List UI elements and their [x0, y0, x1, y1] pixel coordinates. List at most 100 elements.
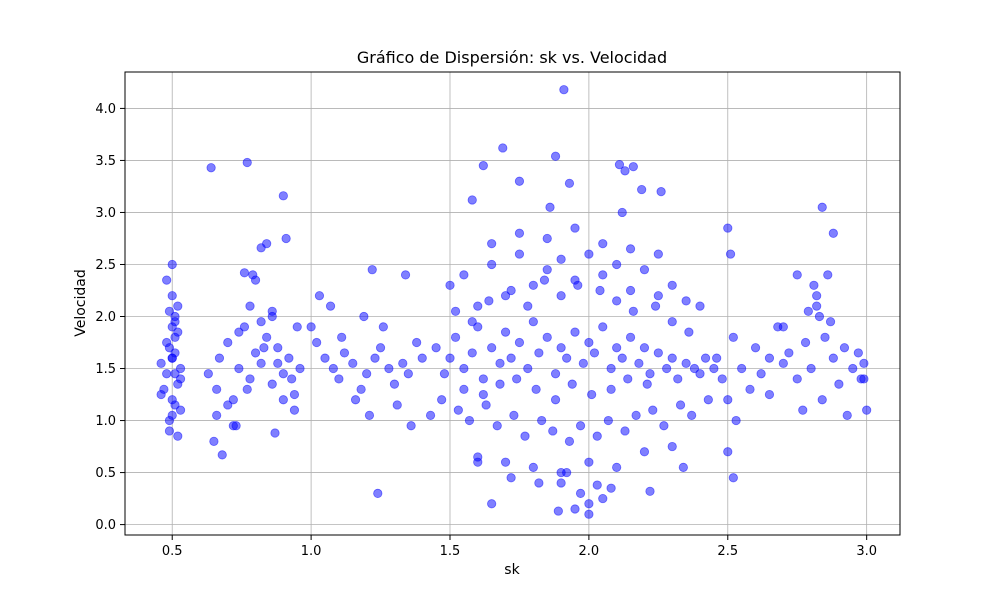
- data-point: [556, 254, 566, 264]
- data-point: [450, 306, 461, 316]
- data-point: [695, 301, 705, 311]
- x-axis: 0.5 1.0 1.5 2.0 2.5 3.0: [162, 535, 877, 559]
- data-point: [453, 405, 463, 415]
- data-point: [667, 441, 677, 452]
- data-point: [539, 275, 550, 285]
- data-point: [862, 405, 872, 415]
- data-point: [362, 369, 372, 379]
- data-point: [737, 363, 747, 374]
- data-point: [223, 400, 233, 410]
- data-point: [478, 374, 488, 384]
- data-point: [820, 332, 830, 342]
- data-point: [853, 348, 863, 358]
- data-point: [764, 353, 775, 363]
- data-point: [478, 389, 488, 400]
- data-point: [792, 374, 802, 384]
- data-point: [259, 343, 269, 353]
- data-point: [803, 306, 813, 316]
- x-tick-label: 2.5: [717, 544, 738, 559]
- data-point: [425, 410, 436, 420]
- data-point: [214, 353, 225, 363]
- data-point: [284, 353, 294, 363]
- data-point: [659, 421, 669, 431]
- data-point: [167, 322, 177, 332]
- data-point: [656, 187, 666, 197]
- data-point: [370, 353, 380, 363]
- data-point: [606, 363, 616, 374]
- data-point: [778, 358, 788, 368]
- data-point: [634, 358, 644, 368]
- data-point: [289, 405, 300, 415]
- data-point: [295, 363, 305, 374]
- data-point: [567, 379, 577, 389]
- data-point: [495, 379, 505, 389]
- data-point: [575, 488, 586, 498]
- data-point: [506, 285, 516, 296]
- data-point: [625, 332, 636, 342]
- grid: [125, 72, 900, 535]
- data-point: [325, 301, 336, 311]
- data-point: [548, 426, 558, 436]
- data-point: [653, 249, 663, 259]
- data-point: [239, 322, 250, 332]
- data-point: [473, 322, 483, 332]
- data-point: [673, 374, 683, 384]
- data-point: [162, 275, 172, 285]
- data-point: [712, 353, 722, 363]
- data-point: [562, 353, 572, 363]
- data-point: [859, 358, 869, 368]
- data-point: [550, 395, 561, 405]
- data-point: [709, 363, 719, 374]
- data-point: [570, 223, 580, 233]
- data-point: [156, 389, 166, 400]
- data-point: [592, 431, 602, 441]
- data-point: [206, 163, 216, 173]
- data-point: [645, 369, 655, 379]
- data-point: [667, 317, 677, 327]
- data-point: [164, 306, 175, 316]
- data-point: [817, 395, 827, 405]
- data-point: [553, 506, 563, 516]
- data-point: [617, 353, 627, 363]
- data-point: [612, 296, 622, 306]
- data-point: [639, 343, 650, 353]
- x-tick-label: 1.5: [440, 544, 461, 559]
- data-point: [212, 410, 222, 420]
- data-point: [167, 259, 177, 270]
- data-point: [170, 311, 180, 322]
- data-point: [662, 363, 672, 374]
- data-point: [250, 348, 261, 358]
- data-point: [256, 317, 266, 327]
- data-points: [156, 85, 872, 519]
- chart-title: Gráfico de Dispersión: sk vs. Velocidad: [357, 48, 667, 67]
- data-point: [175, 405, 186, 415]
- data-point: [431, 343, 441, 353]
- data-point: [278, 395, 288, 405]
- data-point: [645, 486, 655, 496]
- data-point: [667, 280, 677, 290]
- data-point: [334, 374, 344, 384]
- data-point: [614, 160, 625, 170]
- data-point: [162, 369, 172, 379]
- data-point: [514, 249, 525, 259]
- data-point: [487, 499, 497, 509]
- data-point: [267, 379, 277, 389]
- data-point: [173, 379, 183, 389]
- data-point: [167, 291, 177, 301]
- data-point: [700, 353, 711, 363]
- data-point: [164, 415, 175, 426]
- data-point: [292, 322, 302, 332]
- data-point: [848, 363, 858, 374]
- data-point: [167, 353, 177, 363]
- data-point: [481, 400, 491, 410]
- data-point: [550, 151, 561, 161]
- data-point: [437, 395, 447, 405]
- data-point: [228, 395, 238, 405]
- data-point: [398, 358, 408, 368]
- data-point: [173, 431, 183, 441]
- data-point: [584, 457, 594, 467]
- data-point: [464, 415, 475, 426]
- data-point: [273, 343, 283, 353]
- data-point: [556, 343, 566, 353]
